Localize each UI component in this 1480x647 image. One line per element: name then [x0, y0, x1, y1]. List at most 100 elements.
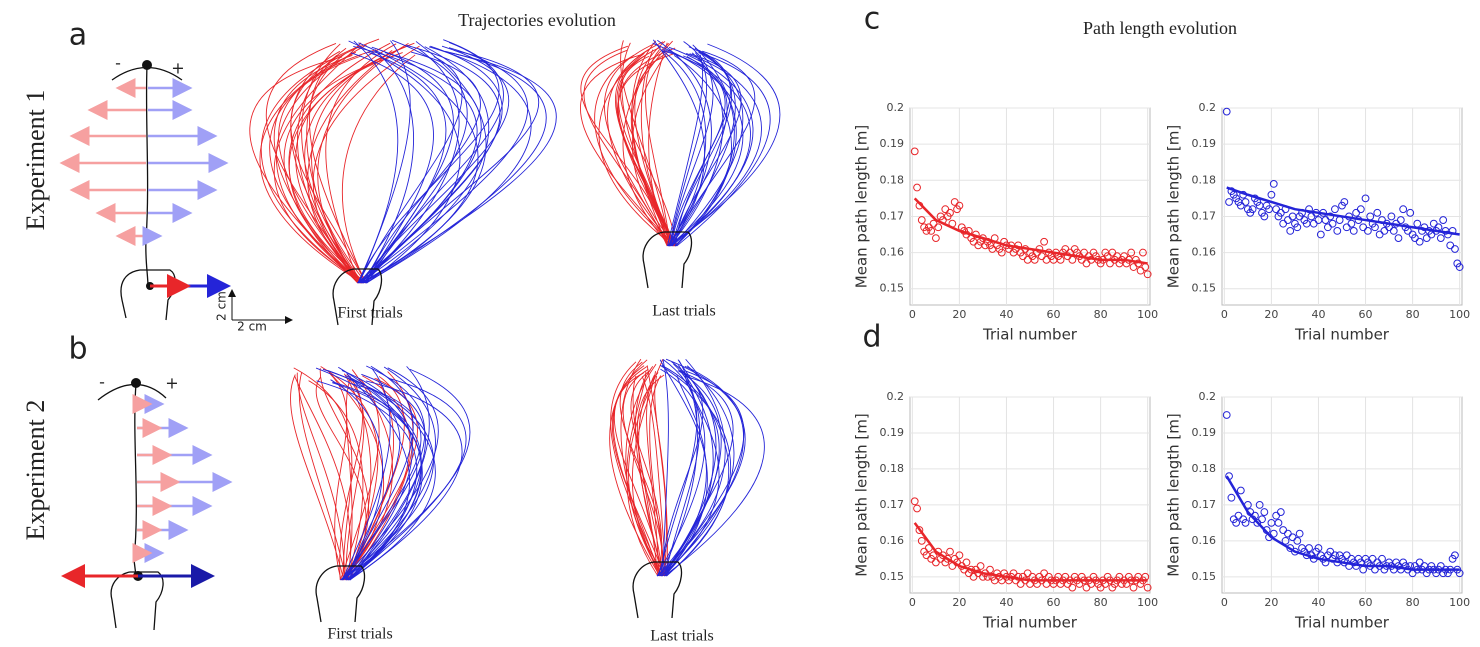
- data-point: [1415, 558, 1424, 567]
- x-tick-label: 40: [1311, 308, 1325, 321]
- data-point: [1368, 554, 1377, 563]
- data-point: [1378, 554, 1386, 563]
- trajectory: [325, 43, 397, 284]
- plot-area: [909, 107, 1151, 306]
- data-point: [1455, 263, 1464, 271]
- data-point: [1236, 486, 1245, 495]
- trajectory: [304, 42, 415, 284]
- trajectory: [617, 47, 676, 247]
- trajectory: [308, 380, 364, 581]
- trajectory: [365, 51, 481, 284]
- x-tick-label: 100: [1449, 308, 1470, 321]
- y-tick-label: 0.15: [880, 570, 905, 583]
- title-right: Path length evolution: [1083, 18, 1237, 38]
- data-point: [1375, 230, 1384, 239]
- plot-area: [909, 396, 1151, 594]
- data-point: [955, 551, 964, 560]
- data-point: [1356, 205, 1365, 214]
- data-point: [1269, 529, 1278, 538]
- trajectory: [347, 371, 414, 581]
- experiment-label: Experiment 2: [21, 400, 50, 541]
- data-point: [1274, 518, 1283, 527]
- trajectory: [275, 44, 367, 284]
- hand-sketch: [332, 268, 383, 326]
- trial-label: Last trials: [652, 303, 716, 320]
- sign: -: [115, 54, 121, 73]
- y-tick-label: 0.2: [887, 390, 905, 403]
- data-point: [1030, 255, 1039, 264]
- trajectory: [664, 365, 744, 577]
- trajectory: [350, 52, 434, 284]
- trajectory: [249, 56, 360, 284]
- x-tick-label: 80: [1406, 596, 1420, 609]
- trajectory: [348, 366, 430, 581]
- x-tick-label: 80: [1094, 308, 1108, 321]
- trajectory: [659, 364, 732, 577]
- y-tick-label: 0.18: [1192, 462, 1217, 475]
- data-point: [934, 223, 943, 232]
- data-point: [1295, 529, 1304, 538]
- hand-sketch: [315, 565, 366, 623]
- data-point: [1082, 259, 1091, 268]
- data-point: [1363, 226, 1372, 235]
- trajectory: [345, 376, 353, 581]
- y-tick-label: 0.16: [880, 534, 905, 547]
- data-point: [1129, 583, 1138, 592]
- data-point: [1267, 190, 1276, 199]
- data-point: [1068, 583, 1077, 592]
- x-axis-label: Trial number: [1294, 614, 1390, 632]
- sign: +: [165, 374, 178, 393]
- trajectory: [357, 42, 500, 284]
- data-point: [1326, 212, 1335, 221]
- fit-line: [1225, 475, 1460, 571]
- trajectory: [580, 45, 668, 247]
- x-tick-label: 0: [1221, 596, 1228, 609]
- trajectory: [673, 54, 732, 247]
- trajectory: [330, 379, 383, 581]
- data-point: [1309, 219, 1318, 228]
- y-tick-label: 0.19: [880, 137, 905, 150]
- trajectory: [340, 365, 426, 581]
- trajectory: [361, 41, 487, 284]
- trajectory: [622, 40, 673, 247]
- y-tick-label: 0.16: [1192, 246, 1217, 259]
- data-point: [913, 183, 921, 192]
- data-point: [1316, 230, 1325, 239]
- data-point: [1269, 180, 1278, 188]
- trajectory: [348, 377, 467, 581]
- data-point: [946, 208, 954, 217]
- trajectory: [632, 51, 677, 247]
- trajectory: [672, 55, 728, 247]
- trajectory: [342, 375, 411, 581]
- data-point: [1380, 226, 1389, 235]
- data-point: [1371, 223, 1379, 232]
- trajectory: [358, 56, 463, 284]
- data-point: [1342, 223, 1351, 232]
- trajectory: [656, 375, 707, 577]
- trajectory: [657, 358, 726, 577]
- data-point: [1406, 208, 1415, 217]
- trajectory: [297, 54, 360, 284]
- data-point: [1040, 237, 1049, 246]
- trajectory: [290, 374, 345, 581]
- trajectory: [662, 48, 751, 247]
- scale-label: 2 cm: [237, 320, 267, 334]
- data-point: [1333, 226, 1342, 235]
- x-tick-label: 100: [1449, 596, 1470, 609]
- data-point: [1286, 226, 1295, 235]
- y-tick-label: 0.17: [1192, 209, 1217, 222]
- data-point: [1023, 569, 1032, 578]
- x-tick-label: 20: [1264, 308, 1278, 321]
- data-point: [997, 248, 1006, 257]
- y-tick-label: 0.2: [1199, 390, 1217, 403]
- trajectory: [675, 49, 731, 247]
- trajectory: [296, 372, 345, 581]
- trajectory: [622, 368, 664, 577]
- trajectory: [654, 375, 667, 577]
- trajectory: [358, 45, 510, 284]
- data-point: [1399, 205, 1408, 214]
- data-point: [1349, 226, 1358, 235]
- trajectory: [668, 53, 762, 247]
- data-point: [910, 497, 919, 506]
